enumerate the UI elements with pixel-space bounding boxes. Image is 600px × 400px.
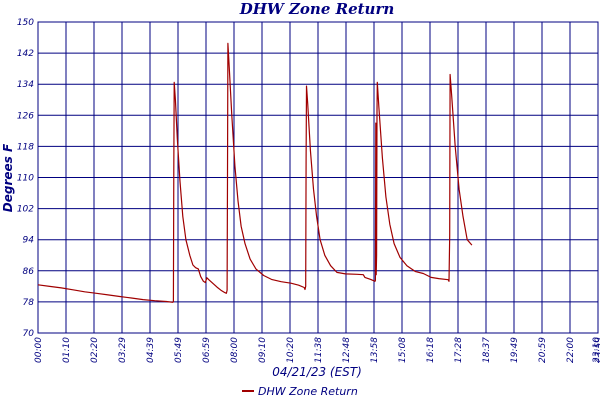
x-tick-label: 13:58 [370,337,380,363]
y-tick-label: 70 [23,329,35,339]
y-tick-label: 126 [17,111,34,121]
y-axis-label: Degrees F [1,143,15,212]
y-tick-label: 110 [17,174,34,184]
x-tick-label: 01:10 [62,337,72,363]
x-axis-label: 04/21/23 (EST) [272,365,362,379]
x-tick-label: 12:48 [342,337,352,363]
x-tick-label: 18:37 [482,337,492,363]
x-tick-label: 19:49 [510,337,520,363]
x-tick-label: 22:00 [566,337,576,363]
series-group [37,42,473,303]
y-tick-label: 86 [23,267,35,277]
x-tick-label: 23:10 [592,337,600,363]
chart-title: DHW Zone Return [239,0,395,18]
x-tick-label: 20:59 [538,337,548,363]
x-tick-label: 02:20 [90,337,100,363]
x-tick-label: 03:29 [118,337,128,363]
x-tick-label: 11:38 [314,337,324,363]
x-tick-label: 10:20 [286,337,296,363]
x-axis-ticks: 00:00 01:10 02:20 03:29 04:39 05:49 06:59 08:00… [34,337,600,363]
y-tick-label: 102 [17,205,34,215]
legend: DHW Zone Return [242,385,358,398]
y-tick-label: 142 [17,49,34,59]
x-tick-label: 04:39 [146,337,156,363]
x-tick-label: 16:18 [426,337,436,363]
y-tick-label: 78 [23,298,35,308]
y-tick-label: 150 [17,18,34,28]
y-axis-ticks: 150 142 134 126 118 110 102 94 86 78 70 [17,18,34,339]
x-tick-label: 09:10 [258,337,268,363]
y-tick-label: 118 [17,142,34,152]
x-tick-label: 15:08 [398,337,408,363]
y-tick-label: 94 [23,236,35,246]
x-tick-label: 23:59 [594,337,600,363]
y-tick-label: 134 [17,80,34,90]
x-tick-label: 00:00 [34,337,44,363]
legend-label: DHW Zone Return [258,385,358,398]
x-tick-label: 05:49 [174,337,184,363]
x-tick-label: 06:59 [202,337,212,363]
x-tick-label: 08:00 [230,337,240,363]
grid [38,22,598,333]
series-line [37,42,473,303]
x-tick-label: 17:28 [454,337,464,363]
